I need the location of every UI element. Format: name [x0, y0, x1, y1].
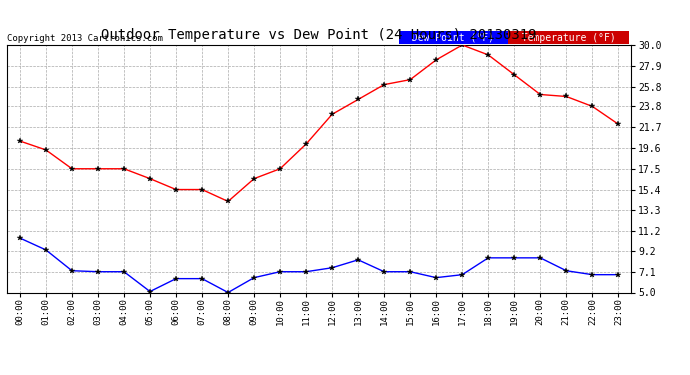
Title: Outdoor Temperature vs Dew Point (24 Hours) 20130319: Outdoor Temperature vs Dew Point (24 Hou… — [101, 28, 537, 42]
Text: Temperature (°F): Temperature (°F) — [510, 33, 627, 42]
Text: Copyright 2013 Cartronics.com: Copyright 2013 Cartronics.com — [7, 33, 163, 42]
Text: Dew Point (°F): Dew Point (°F) — [400, 33, 506, 42]
